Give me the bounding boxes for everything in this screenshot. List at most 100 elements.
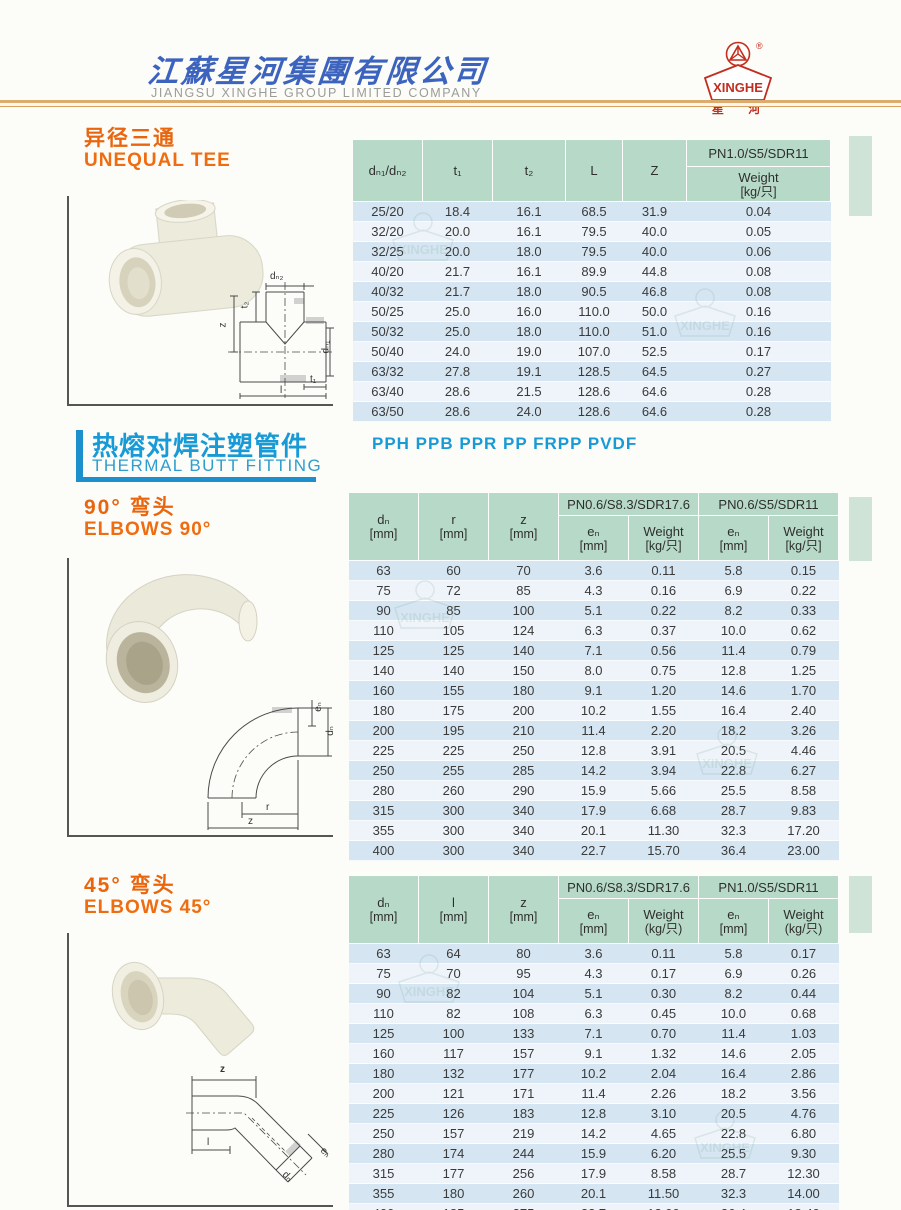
cell: 180 (348, 700, 419, 721)
cell: 3.56 (768, 1083, 839, 1104)
cell: 72 (418, 580, 489, 601)
cell: 9.1 (558, 1043, 629, 1064)
group-header-sdr11: PN1.0/S5/SDR11 (698, 875, 840, 899)
cell: 219 (488, 1123, 559, 1144)
cell: 27.8 (422, 361, 493, 382)
col-header-weight2: Weight [kg/只] (768, 515, 840, 561)
cell: 340 (488, 820, 559, 841)
cell: 1.20 (628, 680, 699, 701)
col-label: Weight (783, 906, 824, 922)
cell: 16.4 (698, 1063, 769, 1084)
dim-label-dn2: dₙ₂ (270, 271, 284, 282)
cell: 8.58 (628, 1163, 699, 1184)
cell: 180 (348, 1063, 419, 1084)
cell: 250 (348, 1123, 419, 1144)
cell: 11.4 (698, 640, 769, 661)
cell: 185 (418, 1203, 489, 1210)
cell: 300 (418, 840, 489, 861)
col-header-t1: t₁ (422, 139, 493, 202)
cell: 68.5 (565, 201, 623, 222)
cell: 0.17 (686, 341, 831, 362)
cell: 128.5 (565, 361, 623, 382)
table-row: 280 174 244 15.9 6.20 25.5 9.30 (348, 1143, 839, 1164)
cell: 28.6 (422, 401, 493, 422)
table-row: 180 132 177 10.2 2.04 16.4 2.86 (348, 1063, 839, 1084)
cell: 8.0 (558, 660, 629, 681)
company-name-chinese: 江蘇星河集團有限公司 (145, 54, 490, 90)
cell: 6.9 (698, 963, 769, 984)
cell: 6.20 (628, 1143, 699, 1164)
cell: 250 (488, 740, 559, 761)
cell: 40.0 (622, 241, 687, 262)
cell: 17.20 (768, 820, 839, 841)
banner-accent-bar (76, 430, 83, 477)
cell: 9.30 (768, 1143, 839, 1164)
col-label: l (452, 895, 455, 910)
cell: 21.7 (422, 281, 493, 302)
cell: 11.4 (558, 1083, 629, 1104)
cell: 5.8 (698, 943, 769, 964)
cell: 1.25 (768, 660, 839, 681)
table-row: 200 195 210 11.4 2.20 18.2 3.26 (348, 720, 839, 741)
table-row: 200 121 171 11.4 2.26 18.2 3.56 (348, 1083, 839, 1104)
cell: 25.0 (422, 321, 493, 342)
cell: 8.2 (698, 600, 769, 621)
cell: 155 (418, 680, 489, 701)
table-row: 32/20 20.0 16.1 79.5 40.0 0.05 (352, 221, 831, 242)
tee-image-frame (67, 196, 333, 406)
cell: 0.16 (686, 301, 831, 322)
tee-dimension-diagram: dₙ₂ t₂ z dₙ₁ t₁ l (218, 272, 334, 402)
cell: 21.7 (422, 261, 493, 282)
dim-label-dn: dₙ (324, 726, 336, 736)
cell: 0.28 (686, 381, 831, 402)
table-row: 32/25 20.0 18.0 79.5 40.0 0.06 (352, 241, 831, 262)
cell: 5.8 (698, 560, 769, 581)
section-title-unequal-tee-cn: 异径三通 (84, 127, 176, 150)
cell: 50/40 (352, 341, 423, 362)
cell: 195 (418, 720, 489, 741)
cell: 225 (418, 740, 489, 761)
dim-label-t1: t₁ (310, 374, 317, 385)
cell: 64.5 (622, 361, 687, 382)
col-unit: [mm] (369, 910, 398, 924)
cell: 0.06 (686, 241, 831, 262)
dim-label-dn1: dₙ₁ (320, 340, 332, 354)
cell: 50/32 (352, 321, 423, 342)
col-header-dn: dₙ₁/dₙ₂ (352, 139, 423, 202)
table-row: 75 70 95 4.3 0.17 6.9 0.26 (348, 963, 839, 984)
cell: 17.9 (558, 800, 629, 821)
table-row: 250 157 219 14.2 4.65 22.8 6.80 (348, 1123, 839, 1144)
cell: 110 (348, 620, 419, 641)
cell: 20.0 (422, 221, 493, 242)
cell: 0.33 (768, 600, 839, 621)
cell: 10.0 (698, 620, 769, 641)
cell: 0.04 (686, 201, 831, 222)
cell: 90 (348, 600, 419, 621)
edge-strip (849, 876, 872, 933)
cell: 0.11 (628, 560, 699, 581)
cell: 32/20 (352, 221, 423, 242)
cell: 32.3 (698, 1183, 769, 1204)
cell: 8.58 (768, 780, 839, 801)
cell: 0.17 (628, 963, 699, 984)
cell: 256 (488, 1163, 559, 1184)
cell: 9.83 (768, 800, 839, 821)
cell: 200 (488, 700, 559, 721)
cell: 18.0 (492, 281, 566, 302)
cell: 25/20 (352, 201, 423, 222)
cell: 126 (418, 1103, 489, 1124)
cell: 10.2 (558, 700, 629, 721)
cell: 19.1 (492, 361, 566, 382)
col-unit: [mm] (579, 538, 608, 553)
elbow45-dimension-diagram: z l dₙ eₙ (182, 1065, 342, 1204)
col-unit: [mm] (439, 527, 468, 541)
col-label: Weight (643, 523, 684, 539)
col-unit: [mm] (509, 527, 538, 541)
cell: 2.40 (768, 700, 839, 721)
cell: 100 (488, 600, 559, 621)
elbow90-dimension-diagram: eₙ dₙ r z (198, 686, 336, 836)
cell: 0.22 (628, 600, 699, 621)
table-row: 125 100 133 7.1 0.70 11.4 1.03 (348, 1023, 839, 1044)
cell: 133 (488, 1023, 559, 1044)
cell: 15.70 (628, 840, 699, 861)
